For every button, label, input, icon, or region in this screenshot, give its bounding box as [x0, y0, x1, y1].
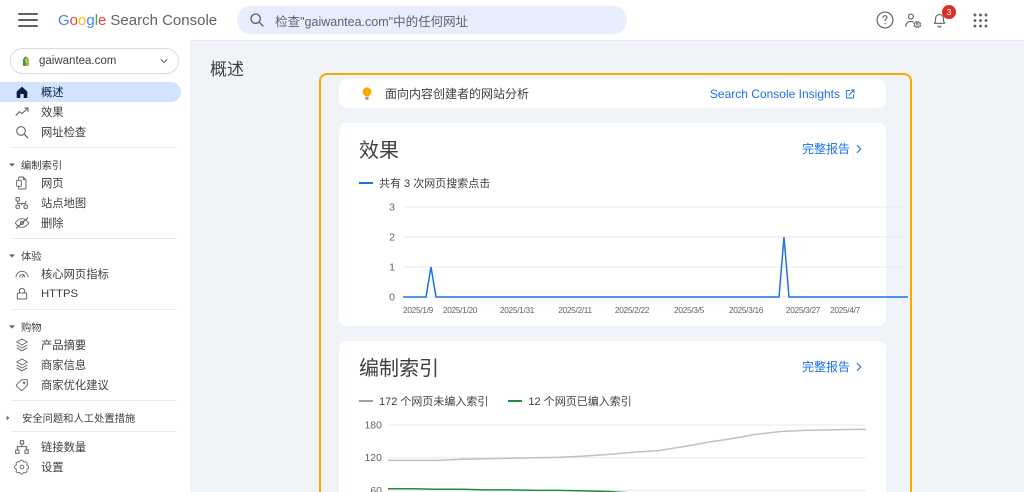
- svg-text:2025/1/31: 2025/1/31: [500, 305, 535, 315]
- svg-text:2025/4/7: 2025/4/7: [830, 305, 861, 315]
- svg-text:2025/2/11: 2025/2/11: [558, 305, 592, 315]
- svg-text:2025/3/5: 2025/3/5: [674, 305, 705, 315]
- svg-text:3: 3: [389, 202, 395, 214]
- svg-text:2025/3/16: 2025/3/16: [729, 305, 764, 315]
- svg-text:180: 180: [364, 420, 382, 432]
- svg-text:60: 60: [370, 485, 382, 492]
- svg-text:2025/2/22: 2025/2/22: [615, 305, 650, 315]
- svg-text:2025/1/9: 2025/1/9: [403, 305, 434, 315]
- svg-text:2025/3/27: 2025/3/27: [786, 305, 821, 315]
- svg-text:2: 2: [389, 232, 395, 244]
- svg-text:2025/1/20: 2025/1/20: [443, 305, 478, 315]
- svg-text:1: 1: [389, 262, 395, 274]
- svg-text:120: 120: [364, 452, 382, 464]
- svg-text:0: 0: [389, 292, 395, 304]
